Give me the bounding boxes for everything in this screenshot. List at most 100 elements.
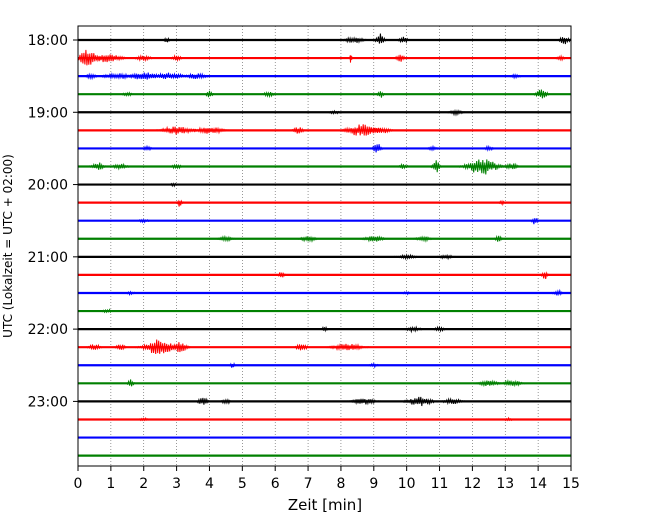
trace-row: [78, 144, 571, 153]
x-tick-label: 1: [106, 476, 115, 492]
trace-row: [78, 182, 571, 188]
seismic-burst: [400, 291, 413, 296]
x-tick-label: 5: [238, 476, 247, 492]
seismic-burst: [497, 199, 507, 207]
x-tick-label: 4: [205, 476, 214, 492]
seismic-burst: [128, 54, 159, 63]
seismic-burst: [319, 325, 330, 333]
seismic-burst: [179, 126, 240, 135]
seismic-burst: [77, 54, 138, 63]
seismic-burst: [215, 398, 236, 405]
seismic-burst: [166, 163, 187, 170]
x-tick-label: 9: [369, 476, 378, 492]
trace-row: [78, 124, 571, 136]
x-tick-label: 0: [74, 476, 83, 492]
seismic-burst: [363, 362, 384, 369]
y-tick-label: 23:00: [28, 394, 68, 410]
seismic-burst: [393, 36, 414, 44]
seismic-burst: [324, 109, 345, 115]
seismic-burst: [85, 162, 110, 170]
seismic-burst: [548, 288, 568, 297]
seismic-burst: [492, 379, 532, 388]
seismic-burst: [374, 91, 387, 98]
seismic-burst: [339, 398, 389, 406]
trace-row: [78, 89, 571, 99]
trace-row: [78, 379, 571, 388]
seismic-burst: [122, 290, 139, 297]
vertical-grid: [110, 26, 539, 466]
trace-rows: [77, 33, 572, 457]
seismic-burst: [354, 235, 394, 243]
seismic-burst: [176, 72, 217, 80]
x-tick-label: 11: [431, 476, 449, 492]
x-axis-ticks: 0 1 2 3 4 5 6 7 8 9 10 11 12 13 14 15: [74, 466, 580, 492]
y-tick-label: 20:00: [28, 178, 68, 194]
seismic-burst: [392, 54, 409, 62]
x-tick-label: 13: [496, 476, 514, 492]
seismic-burst: [161, 36, 172, 43]
seismic-burst: [174, 199, 185, 207]
seismic-burst: [275, 272, 288, 278]
seismic-burst: [529, 89, 554, 99]
seismic-burst: [431, 253, 461, 261]
seismic-burst: [317, 343, 378, 352]
trace-row: [78, 33, 572, 45]
trace-row: [78, 159, 571, 175]
seismic-burst: [203, 90, 216, 98]
y-axis-ticks: 18:00 19:00 20:00 21:00 22:00 23:00: [28, 33, 78, 410]
seismic-burst: [452, 159, 512, 175]
seismic-burst: [423, 144, 443, 152]
seismic-burst: [133, 218, 154, 224]
x-tick-label: 10: [398, 476, 416, 492]
trace-row: [78, 271, 571, 279]
x-tick-label: 7: [304, 476, 313, 492]
seismic-burst: [441, 108, 471, 117]
seismic-burst: [538, 271, 551, 279]
seismic-burst: [211, 234, 241, 243]
seismic-burst: [133, 416, 154, 422]
x-tick-label: 15: [562, 476, 580, 492]
x-tick-label: 2: [139, 476, 148, 492]
seismic-burst: [372, 33, 389, 44]
seismic-burst: [528, 218, 541, 225]
seismic-burst: [429, 325, 450, 333]
seismic-burst: [82, 343, 107, 351]
trace-row: [78, 396, 571, 407]
seismic-burst: [293, 235, 323, 243]
seismic-burst: [398, 325, 429, 334]
seismic-burst: [500, 416, 517, 422]
trace-row: [78, 199, 571, 207]
seismic-burst: [166, 54, 187, 63]
seismic-burst: [165, 342, 195, 353]
seismic-burst: [369, 144, 386, 153]
seismic-burst: [167, 182, 180, 188]
x-tick-label: 14: [529, 476, 547, 492]
seismic-burst: [258, 91, 279, 99]
trace-row: [78, 108, 571, 117]
seismic-burst: [433, 397, 473, 406]
y-tick-label: 22:00: [28, 322, 68, 338]
y-tick-label: 21:00: [28, 250, 68, 266]
seismic-burst: [428, 160, 445, 173]
seismic-burst: [408, 235, 438, 243]
x-tick-label: 3: [172, 476, 181, 492]
trace-row: [78, 234, 571, 243]
trace-row: [77, 49, 571, 66]
seismic-burst: [492, 234, 505, 242]
x-axis-label: Zeit [min]: [288, 496, 362, 514]
seismic-burst: [192, 397, 213, 405]
seismic-burst: [386, 253, 427, 261]
seismic-burst: [110, 343, 131, 351]
x-tick-label: 12: [463, 476, 481, 492]
y-axis-label: UTC (Lokalzeit = UTC + 02:00): [1, 154, 15, 338]
x-tick-label: 8: [336, 476, 345, 492]
seismic-burst: [97, 308, 118, 314]
seismic-burst: [395, 162, 412, 170]
seismic-burst: [139, 144, 155, 152]
seismic-burst: [334, 36, 374, 44]
trace-row: [78, 361, 571, 369]
seismic-burst: [227, 361, 238, 368]
trace-row: [78, 288, 571, 297]
